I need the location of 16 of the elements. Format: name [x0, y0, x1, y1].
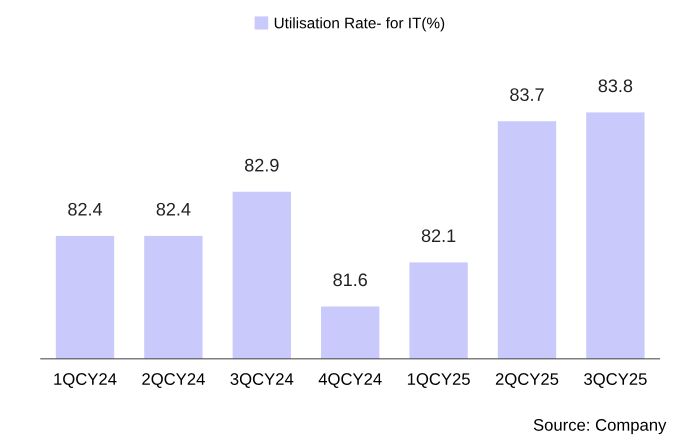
- x-tick-label: 1QCY25: [408, 373, 470, 388]
- x-tick-label: 2QCY24: [142, 373, 205, 388]
- data-label: 83.8: [598, 79, 632, 92]
- x-tick-label: 3QCY25: [584, 373, 647, 388]
- data-label: 82.9: [245, 158, 279, 172]
- data-label: 83.7: [510, 88, 544, 102]
- data-label: 82.4: [68, 202, 102, 216]
- data-label: 82.1: [422, 229, 456, 242]
- legend-label: Utilisation Rate- for IT(%): [274, 17, 444, 32]
- x-tick-label: 1QCY24: [54, 373, 116, 388]
- x-tick-label: 4QCY24: [318, 373, 382, 388]
- x-tick-label: 3QCY24: [230, 373, 294, 388]
- x-tick-label: 2QCY25: [496, 373, 558, 388]
- annotation: Source: Company: [534, 419, 666, 434]
- data-label: 82.4: [156, 202, 190, 216]
- data-label: 81.6: [333, 273, 367, 286]
